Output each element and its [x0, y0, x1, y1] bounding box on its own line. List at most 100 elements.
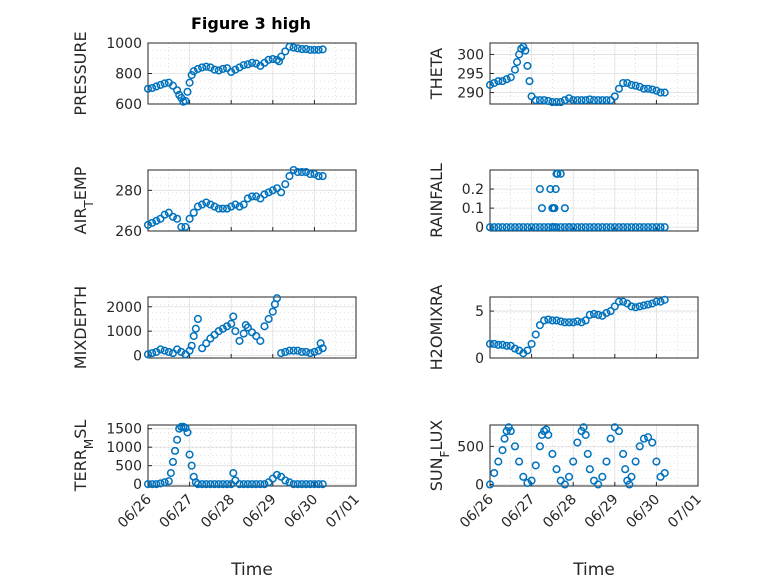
data-point — [648, 223, 657, 232]
data-point — [610, 223, 619, 232]
data-point — [660, 88, 669, 97]
data-point — [314, 346, 323, 355]
data-point — [631, 457, 640, 466]
data-point — [635, 82, 644, 91]
data-point — [302, 45, 311, 54]
data-point — [544, 315, 553, 324]
data-point — [639, 84, 648, 93]
data-point — [577, 96, 586, 105]
data-point — [168, 457, 178, 467]
data-point — [548, 316, 557, 325]
y-tick-label: 0 — [475, 351, 484, 367]
data-point — [506, 73, 515, 82]
data-point — [556, 169, 565, 178]
data-point — [272, 294, 282, 303]
data-point — [239, 480, 248, 489]
data-point — [535, 96, 544, 105]
data-point — [152, 216, 161, 225]
data-point — [527, 339, 536, 348]
data-point — [552, 98, 561, 107]
data-point — [577, 223, 586, 232]
x-tick-label: 06/29 — [240, 492, 280, 532]
y-tick-label: 1500 — [106, 422, 142, 438]
data-point — [523, 346, 532, 355]
data-point — [252, 59, 261, 68]
data-point — [631, 81, 640, 90]
data-point — [160, 210, 169, 219]
data-point — [639, 301, 648, 310]
data-point — [193, 202, 202, 211]
data-point — [614, 297, 624, 306]
data-point — [569, 318, 578, 327]
data-point — [310, 480, 319, 489]
data-point — [310, 45, 319, 54]
data-point — [510, 65, 520, 74]
data-point — [183, 87, 192, 96]
data-point — [177, 222, 186, 231]
x-tick-label: 07/01 — [323, 492, 363, 532]
data-point — [619, 78, 628, 88]
data-point — [247, 58, 257, 67]
data-point — [644, 300, 653, 309]
data-point — [318, 344, 327, 353]
data-point — [631, 303, 640, 312]
data-point — [231, 200, 240, 209]
data-point — [598, 223, 607, 232]
data-point — [531, 96, 540, 105]
data-point — [239, 329, 248, 338]
data-point — [540, 316, 549, 325]
data-point — [523, 478, 532, 488]
data-point — [302, 347, 311, 356]
data-point — [293, 346, 302, 355]
data-point — [252, 480, 261, 489]
data-point — [210, 202, 219, 211]
data-point — [548, 98, 557, 107]
subplot-1: 600 800 1000 PRESSURE — [71, 31, 357, 116]
data-point — [579, 423, 588, 432]
data-point — [289, 165, 298, 175]
data-point — [260, 480, 269, 489]
data-point — [502, 75, 511, 84]
data-point — [243, 60, 252, 69]
y-tick-label: 0.2 — [462, 182, 484, 198]
data-point — [521, 46, 530, 55]
data-point — [564, 223, 574, 232]
data-point — [218, 204, 227, 213]
data-point — [277, 349, 286, 358]
data-point — [548, 449, 557, 459]
data-point — [173, 345, 182, 354]
subplot-8: 0 500 06/26 06/27 06/28 06/29 06/30 07/01 SUNFLU… — [427, 420, 705, 580]
data-point — [660, 223, 669, 232]
y-tick-label: 290 — [457, 86, 484, 102]
data-point — [581, 316, 590, 325]
data-point — [252, 192, 261, 201]
data-point — [531, 223, 540, 232]
y-axis-label: AIRTEMP — [71, 166, 96, 234]
data-point — [289, 346, 298, 355]
x-axis-label: Time — [230, 560, 273, 580]
data-point — [639, 223, 648, 232]
data-point — [602, 223, 611, 232]
data-point — [156, 345, 165, 354]
subplot-6: 0 5 H2OMIXRA — [427, 285, 699, 370]
data-point — [164, 477, 173, 486]
data-point — [494, 223, 503, 232]
data-point — [181, 423, 190, 433]
data-point — [272, 470, 282, 479]
data-point — [485, 80, 495, 89]
data-point — [510, 344, 520, 353]
data-point — [285, 346, 294, 355]
data-point — [297, 480, 306, 489]
data-point — [535, 223, 544, 232]
data-point — [506, 427, 515, 436]
data-point — [652, 86, 661, 95]
data-point — [148, 349, 157, 358]
data-point — [143, 480, 153, 489]
data-point — [581, 223, 590, 232]
data-point — [602, 457, 611, 466]
data-point — [648, 438, 657, 447]
data-point — [581, 430, 590, 439]
data-point — [314, 172, 323, 181]
axes-frame — [489, 424, 699, 487]
data-point — [189, 208, 198, 217]
